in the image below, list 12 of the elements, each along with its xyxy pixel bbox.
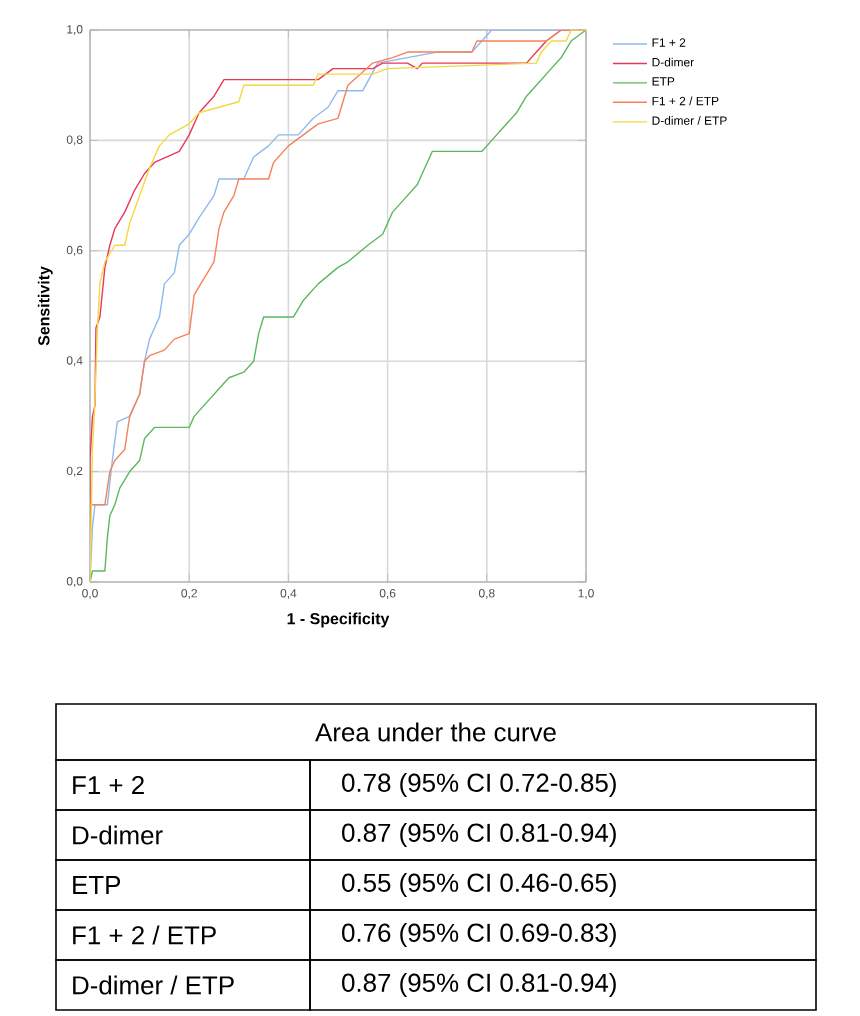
text: D-dimer / ETP [73,975,234,995]
text: F1 + 2 / ETP [73,925,216,945]
text: 0.76 (95% CI 0.69-0.83) [342,922,616,948]
text: 0.55 (95% CI 0.46-0.65) [342,872,616,898]
text: 0.78 (95% CI 0.72-0.85) [342,772,616,798]
text: 0.87 (95% CI 0.81-0.94) [342,822,616,848]
text: Area under the curve [315,722,556,742]
text: 0.87 (95% CI 0.81-0.94) [342,972,616,998]
text: D-dimer [73,825,163,845]
text: F1 + 2 [73,775,144,795]
text: ETP [73,876,121,894]
line-series [90,29,587,582]
